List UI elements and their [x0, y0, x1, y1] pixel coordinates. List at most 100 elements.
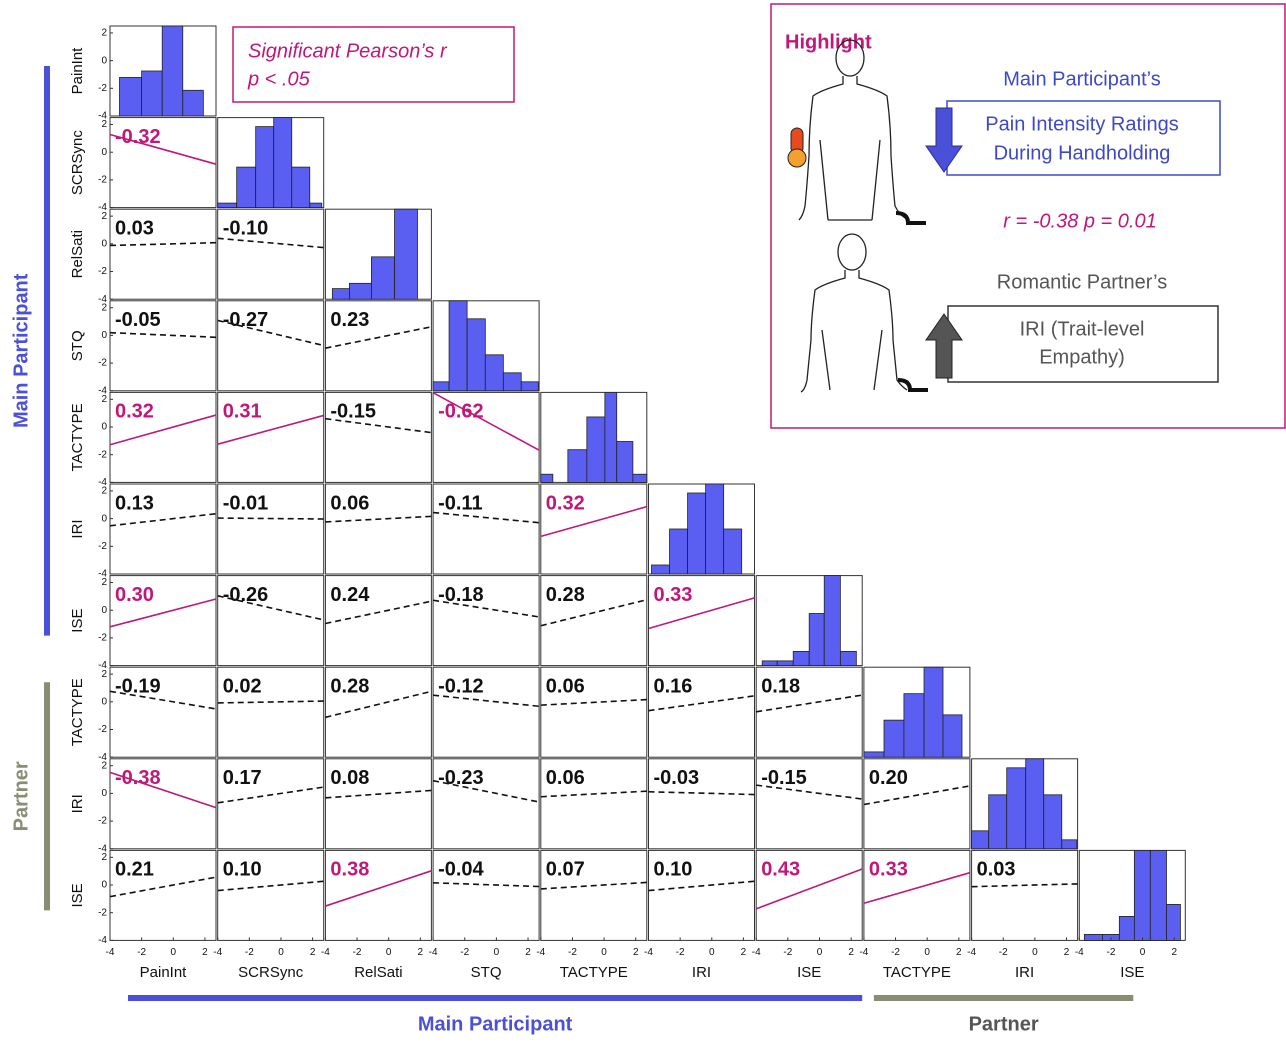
regression-line [217, 880, 324, 892]
cell-frame [217, 300, 325, 392]
cell-frame [217, 758, 325, 850]
correlation-label: 0.28 [546, 584, 585, 606]
cell-frame [109, 391, 217, 483]
cell-frame [109, 300, 217, 392]
column-label: STQ [471, 964, 502, 981]
cell-frame [324, 575, 432, 667]
x-tick-label: 2 [741, 947, 747, 958]
group-label: Partner [10, 761, 32, 831]
y-tick-label: 2 [101, 852, 107, 863]
histogram-bar [808, 613, 825, 667]
histogram-bar [349, 282, 372, 300]
x-tick-label: -2 [460, 947, 469, 958]
regression-line [217, 237, 324, 249]
x-tick-label: 0 [817, 947, 823, 958]
legend-subtitle: p < .05 [247, 68, 311, 90]
y-tick-label: -2 [98, 907, 107, 918]
body-outline [800, 233, 908, 393]
regression-line [109, 241, 217, 247]
x-tick-label: -2 [999, 947, 1008, 958]
correlation-label: 0.23 [330, 309, 369, 331]
row-label: RelSati [69, 230, 86, 278]
histogram-bar [604, 391, 618, 483]
histogram-bar [255, 126, 275, 208]
regression-line [756, 784, 863, 800]
column-label: ISE [797, 964, 821, 981]
correlation-label: -0.38 [115, 767, 161, 789]
cell-frame [540, 666, 648, 758]
cell-frame [755, 849, 863, 941]
correlation-label: -0.03 [654, 767, 700, 789]
participant-measure: During Handholding [994, 142, 1171, 164]
correlation-label: -0.26 [223, 584, 269, 606]
regression-line [540, 505, 648, 538]
row-label: ISE [69, 883, 86, 907]
regression-line [109, 598, 217, 628]
histogram-bar [669, 528, 688, 575]
histogram-bar [520, 381, 539, 392]
y-tick-label: 2 [101, 211, 107, 222]
y-tick-label: -2 [98, 358, 107, 369]
regression-line [217, 700, 324, 704]
down-arrow [925, 107, 963, 173]
regression-line [109, 690, 217, 710]
histogram-bar [236, 166, 257, 209]
cell-frame [432, 849, 540, 941]
x-tick-label: 0 [278, 947, 284, 958]
correlation-label: 0.43 [761, 859, 800, 881]
x-tick-label: 2 [202, 947, 208, 958]
cell-frame [324, 300, 432, 392]
x-tick-label: -2 [353, 947, 362, 958]
regression-line [217, 517, 324, 520]
histogram-bar [119, 77, 143, 117]
histogram-bar [182, 89, 204, 117]
correlation-label: 0.06 [546, 767, 585, 789]
column-label: TACTYPE [883, 964, 951, 981]
histogram-bar [1006, 767, 1027, 850]
correlation-label: 0.07 [546, 859, 585, 881]
cell-frame [217, 575, 325, 667]
y-tick-label: -4 [98, 202, 107, 213]
regression-line [756, 694, 863, 713]
row-label: IRI [69, 519, 86, 538]
correlation-label: 0.32 [546, 492, 585, 514]
histogram-bar [651, 564, 670, 575]
correlation-label: 0.13 [115, 492, 154, 514]
y-tick-label: 0 [101, 696, 107, 707]
participant-measure-box [946, 100, 1221, 176]
x-tick-label: -4 [859, 947, 868, 958]
y-tick-label: 0 [101, 605, 107, 616]
histogram-bar [371, 256, 395, 300]
cell-frame [217, 666, 325, 758]
participant-measure: Pain Intensity Ratings [985, 113, 1178, 135]
cell-frame [432, 391, 540, 483]
cell-frame [109, 758, 217, 850]
correlation-label: 0.18 [761, 675, 800, 697]
x-tick-label: 2 [525, 947, 531, 958]
x-tick-label: 0 [924, 947, 930, 958]
x-tick-label: -4 [1075, 947, 1084, 958]
histogram-bar [863, 751, 885, 758]
x-tick-label: 2 [418, 947, 424, 958]
y-tick-label: 2 [101, 302, 107, 313]
y-tick-label: -4 [98, 477, 107, 488]
correlation-label: -0.15 [330, 401, 376, 423]
y-tick-label: -4 [98, 935, 107, 946]
histogram-bar [466, 318, 486, 392]
y-tick-label: 2 [101, 394, 107, 405]
histogram-bar [1043, 794, 1063, 850]
cell-frame [217, 483, 325, 575]
cell-frame [109, 849, 217, 941]
x-tick-label: -4 [429, 947, 438, 958]
cell-frame [540, 758, 648, 850]
histogram-bar [567, 449, 588, 483]
histogram-bar [792, 650, 810, 666]
histogram-bar [141, 70, 163, 117]
correlation-label: 0.21 [115, 859, 154, 881]
x-tick-label: 2 [633, 947, 639, 958]
histogram-bar [923, 666, 944, 758]
regression-line [325, 515, 432, 523]
histogram-bar [687, 492, 707, 575]
x-tick-label: 0 [494, 947, 500, 958]
y-tick-label: -4 [98, 385, 107, 396]
